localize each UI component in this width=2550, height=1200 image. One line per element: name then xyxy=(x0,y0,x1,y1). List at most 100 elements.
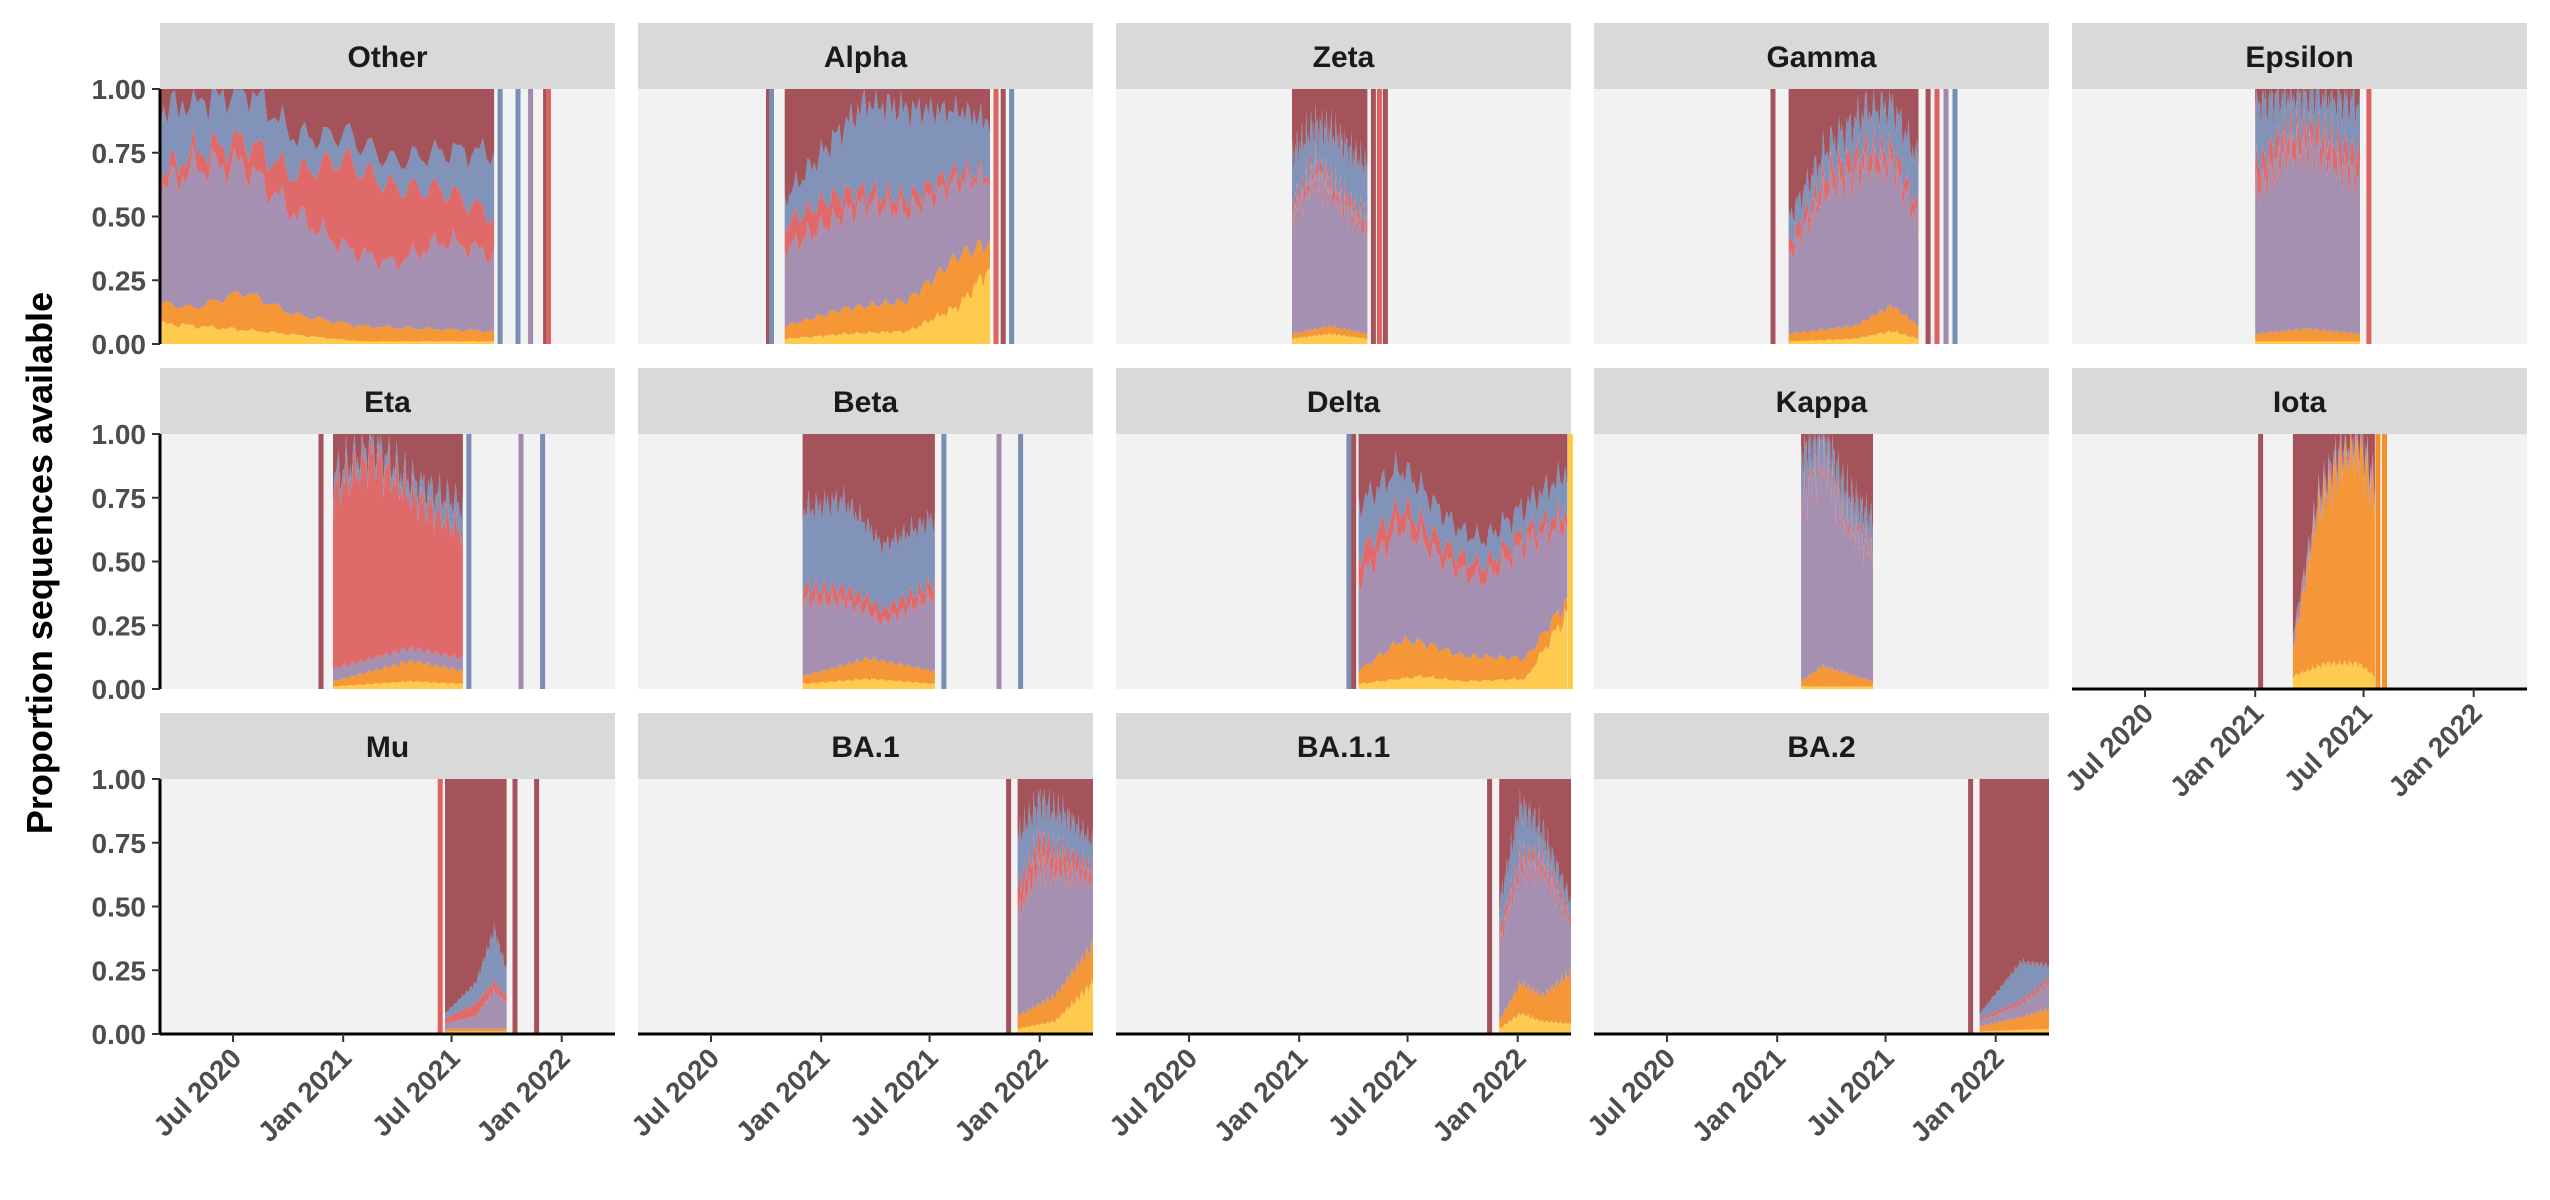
area-yellow-beta xyxy=(802,677,935,689)
spike-eta-3 xyxy=(540,434,546,689)
area-purple-epsilon xyxy=(2255,121,2360,335)
spike-gamma-3 xyxy=(1943,89,1949,344)
strip-ba-2 xyxy=(1594,713,2049,779)
area-yellow-epsilon xyxy=(2255,341,2360,344)
x-tick-label-iota-3: Jan 2022 xyxy=(2382,697,2488,803)
area-blue-mu xyxy=(445,921,507,1019)
panel-kappa: Kappa xyxy=(1594,368,2049,689)
spike-iota-1 xyxy=(2375,434,2381,689)
y-tick-label-mu-0: 0.00 xyxy=(92,1019,147,1050)
plot-background-ba-1-1 xyxy=(1116,779,1571,1034)
spike-delta-2 xyxy=(1567,434,1573,689)
y-tick-label-mu-4: 1.00 xyxy=(92,764,147,795)
area-blue-epsilon xyxy=(2255,89,2360,182)
y-tick-label-eta-0: 0.00 xyxy=(92,674,147,705)
area-darkred-eta xyxy=(333,434,463,521)
strip-label-alpha: Alpha xyxy=(824,41,908,74)
area-yellow-ba-1-1 xyxy=(1499,1011,1571,1034)
area-purple-gamma xyxy=(1788,139,1919,335)
area-orange-ba-2 xyxy=(1979,1006,2049,1032)
spike-zeta-2 xyxy=(1382,89,1388,344)
panel-epsilon: Epsilon xyxy=(2072,23,2527,344)
area-darkred-delta xyxy=(1358,434,1568,549)
area-purple-kappa xyxy=(1801,434,1873,682)
area-darkred-gamma xyxy=(1788,89,1919,222)
area-darkred-alpha xyxy=(784,89,990,209)
plot-background-mu xyxy=(160,779,615,1034)
panel-delta: Delta xyxy=(1116,368,1573,689)
y-tick-label-mu-2: 0.50 xyxy=(92,892,147,923)
spike-alpha-3 xyxy=(1000,89,1006,344)
spike-ba-1-1-0 xyxy=(1487,779,1493,1034)
area-red-other xyxy=(160,126,495,271)
area-red-zeta xyxy=(1292,141,1368,239)
strip-eta xyxy=(160,368,615,434)
spike-other-4 xyxy=(546,89,551,344)
area-purple-other xyxy=(160,142,495,333)
area-blue-beta xyxy=(802,484,935,614)
strip-other xyxy=(160,23,615,89)
area-yellow-iota xyxy=(2292,659,2375,689)
spike-mu-2 xyxy=(534,779,540,1034)
spike-eta-2 xyxy=(518,434,524,689)
spike-alpha-1 xyxy=(769,89,774,344)
area-orange-eta xyxy=(333,659,463,687)
strip-gamma xyxy=(1594,23,2049,89)
x-tick-label-mu-0: Jul 2020 xyxy=(147,1042,247,1142)
area-darkred-iota xyxy=(2292,434,2375,635)
area-orange-beta xyxy=(802,655,935,685)
spike-delta-0 xyxy=(1346,434,1352,689)
x-tick-label-mu-3: Jan 2022 xyxy=(470,1042,576,1148)
spike-gamma-0 xyxy=(1770,89,1776,344)
panel-ba-1: BA.1 Jul 2020 Jan 2021 Jul 2021 Jan 2022 xyxy=(625,713,1093,1148)
area-yellow-ba-1 xyxy=(1017,976,1093,1034)
spike-delta-1 xyxy=(1351,434,1357,689)
area-yellow-zeta xyxy=(1292,332,1368,344)
panel-beta: Beta xyxy=(638,368,1093,689)
y-tick-label-other-2: 0.50 xyxy=(92,202,147,233)
area-blue-zeta xyxy=(1292,102,1368,225)
x-tick-label-ba-2-3: Jan 2022 xyxy=(1904,1042,2010,1148)
area-orange-mu xyxy=(445,1028,507,1032)
spike-ba-1-0 xyxy=(1006,779,1012,1034)
strip-label-delta: Delta xyxy=(1307,386,1381,419)
strip-label-ba-1: BA.1 xyxy=(831,731,899,764)
y-tick-label-eta-4: 1.00 xyxy=(92,419,147,450)
area-purple-ba-2 xyxy=(1979,982,2049,1028)
y-axis-title: Proportion sequences available xyxy=(19,292,60,834)
spike-beta-2 xyxy=(1018,434,1024,689)
strip-ba-1-1 xyxy=(1116,713,1571,779)
area-orange-zeta xyxy=(1292,325,1368,340)
panel-eta: Eta 0.00 0.25 0.50 0.75 1.00 xyxy=(92,368,615,705)
x-tick-label-ba-2-1: Jan 2021 xyxy=(1686,1042,1792,1148)
strip-label-epsilon: Epsilon xyxy=(2245,41,2353,74)
area-yellow-eta xyxy=(333,680,463,689)
spike-beta-1 xyxy=(996,434,1002,689)
area-darkred-zeta xyxy=(1292,89,1368,181)
x-tick-label-mu-2: Jul 2021 xyxy=(366,1042,466,1142)
panel-other: Other 0.00 0.25 0.50 0.75 1.00 xyxy=(92,23,615,360)
area-purple-mu xyxy=(445,986,507,1030)
spike-other-2 xyxy=(528,89,534,344)
panel-ba-1-1: BA.1.1 Jul 2020 Jan 2021 Jul 2021 Jan 2022 xyxy=(1103,713,1571,1148)
spike-iota-0 xyxy=(2258,434,2264,689)
strip-label-iota: Iota xyxy=(2273,386,2327,419)
strip-label-kappa: Kappa xyxy=(1776,386,1868,419)
area-darkred-kappa xyxy=(1801,434,1873,535)
spike-iota-2 xyxy=(2382,434,2387,689)
area-yellow-alpha xyxy=(784,267,990,344)
area-orange-ba-1-1 xyxy=(1499,966,1571,1030)
spike-mu-1 xyxy=(512,779,518,1034)
area-orange-epsilon xyxy=(2255,327,2360,342)
spike-beta-0 xyxy=(941,434,947,689)
area-purple-beta xyxy=(802,585,935,677)
strip-epsilon xyxy=(2072,23,2527,89)
x-tick-label-ba-1-1-0: Jul 2020 xyxy=(1103,1042,1203,1142)
y-tick-label-eta-3: 0.75 xyxy=(92,483,147,514)
area-darkred-ba-1 xyxy=(1017,779,1093,848)
area-orange-iota xyxy=(2292,434,2375,679)
x-tick-label-ba-1-1-2: Jul 2021 xyxy=(1322,1042,1422,1142)
spike-alpha-2 xyxy=(993,89,999,344)
